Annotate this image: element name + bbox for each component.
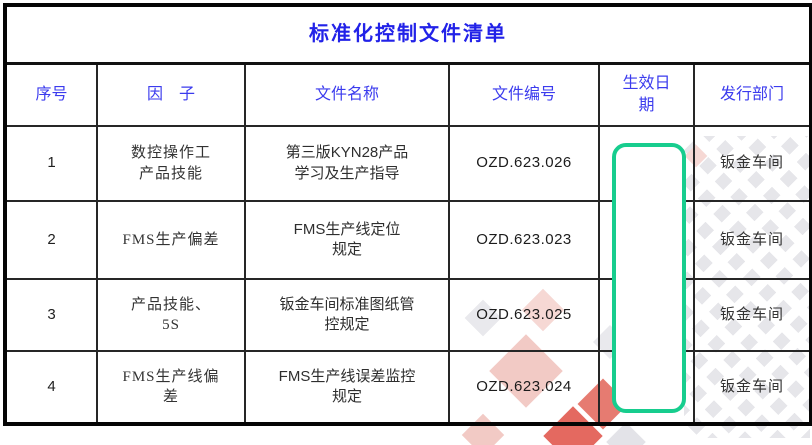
cell-dept: 钣金车间	[692, 200, 812, 280]
column-header-serial: 序号	[4, 62, 98, 127]
cell-doc-name: 钣金车间标准图纸管 控规定	[244, 278, 450, 352]
cell-doc-name: 第三版KYN28产品 学习及生产指导	[244, 125, 450, 202]
cell-factor: 数控操作工 产品技能	[96, 125, 246, 202]
cell-factor: 产品技能、 5S	[96, 278, 246, 352]
cell-doc-name: FMS生产线定位 规定	[244, 200, 450, 280]
cell-serial: 1	[4, 125, 98, 202]
table-row: 1 数控操作工 产品技能 第三版KYN28产品 学习及生产指导 OZD.623.…	[4, 125, 812, 202]
column-header-doc-no: 文件编号	[448, 62, 600, 127]
cell-dept: 钣金车间	[692, 350, 812, 425]
column-header-dept: 发行部门	[692, 62, 812, 127]
cell-dept: 钣金车间	[692, 125, 812, 202]
column-header-factor: 因 子	[96, 62, 246, 127]
cell-doc-no: OZD.623.026	[448, 125, 600, 202]
cell-factor: FMS生产偏差	[96, 200, 246, 280]
table-row: 2 FMS生产偏差 FMS生产线定位 规定 OZD.623.023 钣金车间	[4, 200, 812, 280]
table-row: 4 FMS生产线偏 差 FMS生产线误差监控 规定 OZD.623.024 钣金…	[4, 350, 812, 425]
column-header-effective-date: 生效日 期	[598, 62, 695, 127]
cell-serial: 4	[4, 350, 98, 425]
table-title-row: 标准化控制文件清单	[3, 4, 812, 65]
cell-doc-no: OZD.623.024	[448, 350, 600, 425]
cell-doc-no: OZD.623.023	[448, 200, 600, 280]
column-header-doc-name: 文件名称	[244, 62, 450, 127]
cell-doc-name: FMS生产线误差监控 规定	[244, 350, 450, 425]
cell-doc-no: OZD.623.025	[448, 278, 600, 352]
table-header-row: 序号 因 子 文件名称 文件编号 生效日 期 发行部门	[4, 62, 812, 127]
cell-dept: 钣金车间	[692, 278, 812, 352]
cell-serial: 3	[4, 278, 98, 352]
effective-date-highlight-annotation	[612, 143, 686, 413]
standard-control-document-table: 标准化控制文件清单 序号 因 子 文件名称 文件编号 生效日 期 发行部门 1 …	[3, 3, 812, 426]
table-row: 3 产品技能、 5S 钣金车间标准图纸管 控规定 OZD.623.025 钣金车…	[4, 278, 812, 352]
cell-serial: 2	[4, 200, 98, 280]
cell-factor: FMS生产线偏 差	[96, 350, 246, 425]
page-title: 标准化控制文件清单	[3, 4, 812, 65]
